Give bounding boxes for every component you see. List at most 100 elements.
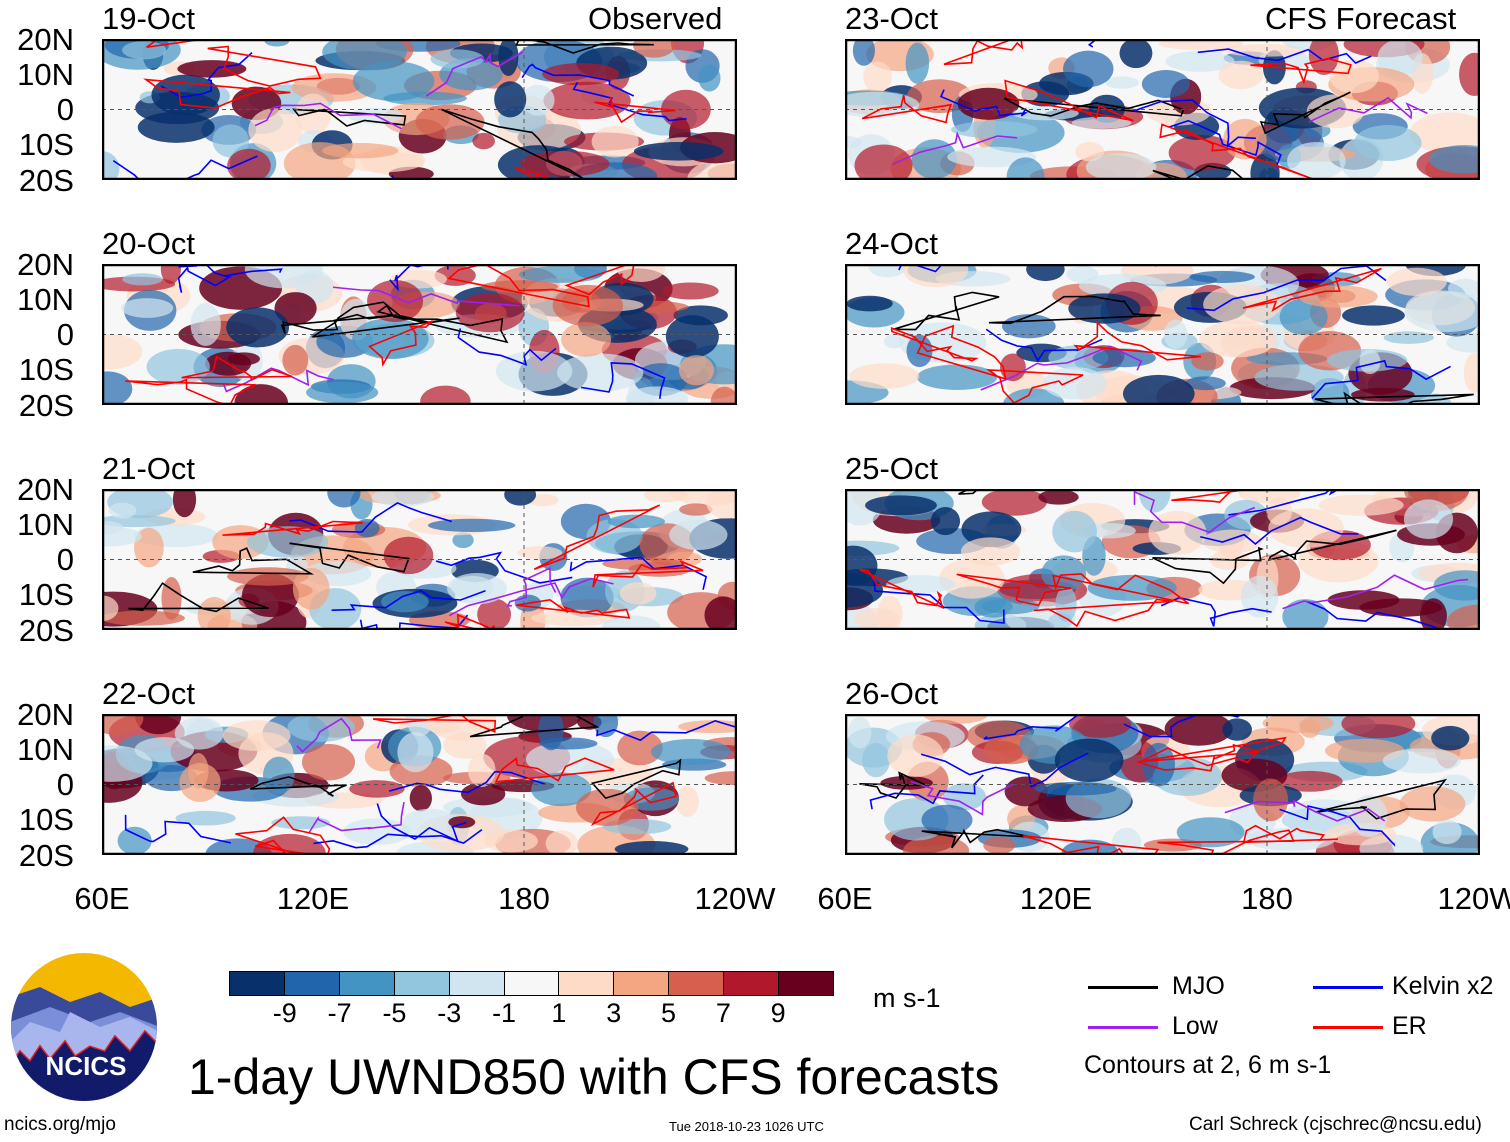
lat-label: 10S — [18, 802, 74, 837]
anomaly-blob — [1158, 39, 1244, 50]
anomaly-blob — [1308, 39, 1339, 76]
anomaly-blob — [477, 598, 512, 630]
anomaly-blob — [868, 264, 906, 278]
anomaly-blob — [1409, 112, 1480, 154]
lat-label: 20S — [18, 163, 74, 198]
er-contour — [235, 816, 331, 855]
anomaly-blob — [495, 350, 573, 392]
low-contour — [425, 51, 524, 97]
anomaly-blob — [1105, 76, 1139, 89]
er-contour — [1157, 829, 1295, 855]
er-contour — [368, 320, 434, 367]
anomaly-blob — [401, 808, 459, 841]
anomaly-blob — [1199, 320, 1277, 358]
anomaly-blob — [1066, 265, 1099, 283]
anomaly-blob — [102, 520, 124, 535]
legend-line-mjo — [1088, 986, 1158, 989]
anomaly-blob — [1276, 770, 1343, 792]
er-contour — [956, 573, 1072, 607]
er-contour — [125, 378, 256, 405]
anomaly-blob — [633, 142, 724, 161]
kelvin-contour — [359, 614, 469, 630]
anomaly-blob — [1000, 353, 1026, 382]
panel-frame — [102, 714, 737, 855]
er-contour — [1137, 743, 1260, 772]
anomaly-blob — [327, 489, 361, 508]
anomaly-blob — [1185, 376, 1226, 391]
map-panel — [845, 39, 1480, 180]
er-contour — [1140, 736, 1287, 767]
lat-label: 20S — [18, 613, 74, 648]
kelvin-contour — [983, 714, 1081, 740]
low-contour — [1133, 490, 1256, 534]
anomaly-blob — [1085, 153, 1157, 180]
er-contour — [1004, 79, 1134, 122]
mjo-contour — [280, 313, 397, 334]
mjo-contour — [988, 295, 1161, 325]
anomaly-blob — [427, 518, 516, 533]
anomaly-blob — [1447, 278, 1480, 299]
anomaly-blob — [177, 60, 247, 78]
figure-title: 1-day UWND850 with CFS forecasts — [188, 1049, 1000, 1105]
er-contour — [985, 368, 1084, 404]
anomaly-blob — [1203, 284, 1282, 325]
anomaly-blob — [1006, 157, 1045, 180]
anomaly-blob — [960, 537, 1021, 566]
mjo-contour — [289, 542, 410, 573]
anomaly-blob — [1054, 738, 1124, 783]
anomaly-blob — [665, 315, 719, 358]
anomaly-blob — [246, 526, 329, 558]
lat-label: 10S — [18, 352, 74, 387]
anomaly-blob — [1282, 599, 1329, 630]
anomaly-blob — [675, 786, 699, 817]
anomaly-blob — [117, 826, 152, 855]
er-contour — [514, 166, 560, 180]
kelvin-contour — [178, 264, 283, 278]
er-contour — [1052, 573, 1190, 605]
er-contour — [1159, 123, 1312, 180]
panel-frame — [845, 714, 1480, 855]
anomaly-blob — [1055, 586, 1077, 622]
anomaly-blob — [1341, 714, 1416, 739]
anomaly-blob — [122, 273, 163, 286]
er-contour — [533, 504, 661, 570]
anomaly-blob — [1087, 574, 1177, 601]
panel-frame — [102, 39, 737, 180]
anomaly-blob — [698, 64, 721, 92]
anomaly-blob — [1052, 510, 1097, 553]
anomaly-blob — [679, 503, 713, 516]
legend-label: Kelvin x2 — [1392, 972, 1494, 1000]
anomaly-blob — [1189, 270, 1255, 284]
anomaly-blob — [467, 753, 496, 788]
lon-label: 180 — [498, 881, 550, 916]
er-contour — [590, 781, 677, 827]
anomaly-blob — [352, 61, 435, 102]
anomaly-blob — [1222, 718, 1252, 741]
anomaly-blob — [854, 144, 913, 180]
mjo-contour — [440, 108, 584, 180]
er-contour — [255, 839, 320, 855]
anomaly-blob — [197, 597, 231, 630]
anomaly-blob — [1176, 817, 1245, 848]
anomaly-blob — [1026, 264, 1065, 282]
anomaly-blob — [253, 833, 326, 855]
anomaly-blob — [134, 737, 195, 763]
anomaly-blob — [678, 355, 715, 386]
anomaly-blob — [452, 532, 474, 549]
anomaly-blob — [1350, 795, 1388, 838]
er-contour — [447, 264, 590, 308]
er-contour — [494, 757, 615, 783]
anomaly-blob — [845, 91, 920, 118]
er-contour — [222, 520, 363, 536]
anomaly-blob — [227, 352, 261, 366]
anomaly-blob — [531, 772, 592, 807]
anomaly-blob — [983, 836, 1016, 855]
anomaly-blob — [1043, 367, 1107, 400]
er-contour — [516, 598, 631, 619]
anomaly-blob — [1218, 60, 1264, 90]
mjo-contour — [590, 758, 682, 800]
kelvin-contour — [596, 719, 737, 742]
kelvin-contour — [1160, 596, 1272, 627]
anomaly-blob — [161, 576, 182, 620]
kelvin-contour — [331, 589, 486, 611]
